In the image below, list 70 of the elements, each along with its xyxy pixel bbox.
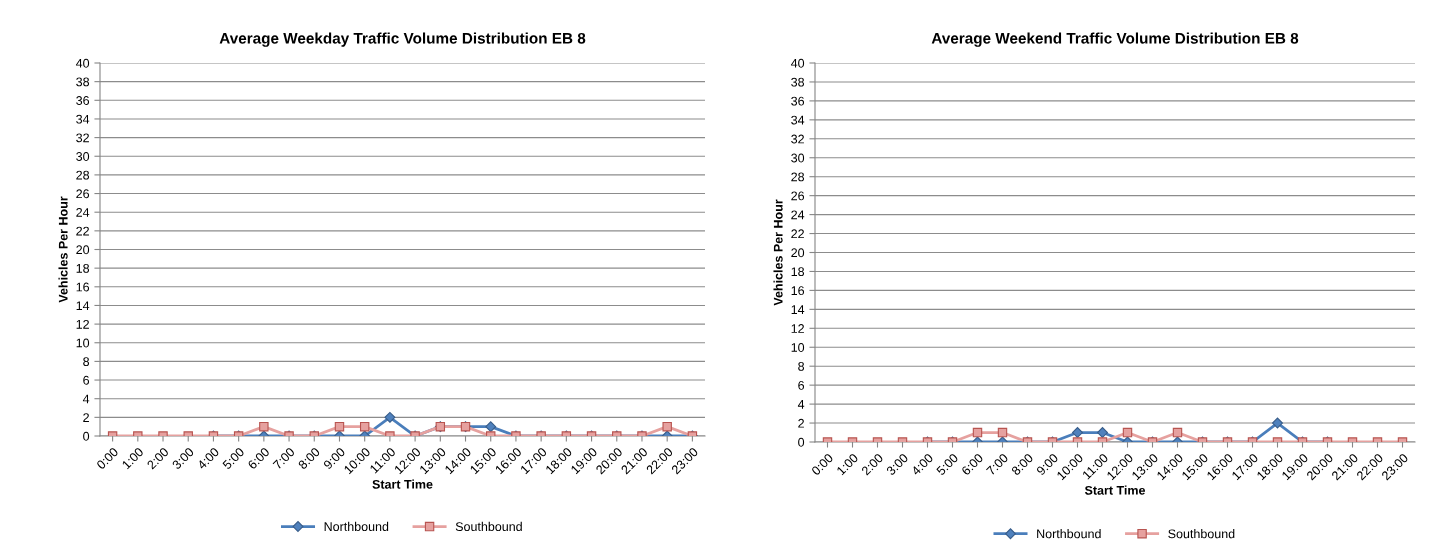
y-tick-label: 10 <box>791 343 805 352</box>
y-tick-label: 8 <box>798 362 805 371</box>
y-tick-label: 6 <box>798 380 805 390</box>
y-tick-label: 40 <box>790 58 805 68</box>
y-tick-label: 28 <box>791 172 805 182</box>
x-tick-label: 9:00 <box>1035 452 1059 476</box>
y-tick-label: 20 <box>791 248 805 258</box>
y-tick-label: 32 <box>791 134 804 144</box>
x-tick-label: 8:00 <box>297 446 321 470</box>
x-tick-label: 6:00 <box>247 446 270 470</box>
y-tick-label: 26 <box>791 191 805 201</box>
y-tick-label: 2 <box>798 418 804 428</box>
y-tick-label: 38 <box>791 77 805 87</box>
y-tick-label: 30 <box>791 153 805 163</box>
legend-label: Northbound <box>324 521 389 532</box>
y-tick-label: 0 <box>798 437 805 447</box>
y-tick-label: 2 <box>83 413 89 422</box>
y-tick-label: 18 <box>76 263 90 273</box>
y-tick-label: 36 <box>791 96 805 106</box>
y-tick-label: 8 <box>83 357 90 367</box>
y-tick-label: 38 <box>76 77 90 87</box>
chart-title: Average Weekend Traffic Volume Distribution EB 8 <box>931 32 1299 47</box>
y-tick-label: 14 <box>791 305 805 314</box>
y-tick-label: 18 <box>791 267 805 277</box>
y-tick-label: 12 <box>76 319 89 329</box>
y-tick-label: 30 <box>76 152 90 161</box>
y-axis-title: Vehicles Per Hour <box>773 199 783 306</box>
y-tick-label: 4 <box>797 400 805 409</box>
y-tick-label: 4 <box>82 394 90 404</box>
y-tick-label: 16 <box>76 282 90 292</box>
x-tick-label: 3:00 <box>171 446 195 470</box>
y-tick-label: 24 <box>76 208 90 217</box>
y-tick-label: 28 <box>76 170 90 180</box>
x-tick-label: 8:00 <box>1010 452 1034 476</box>
legend-label: Southbound <box>455 521 522 532</box>
y-tick-label: 26 <box>76 189 90 199</box>
y-axis-title: Vehicles Per Hour <box>58 196 68 303</box>
x-tick-label: 5:00 <box>935 452 959 476</box>
x-tick-label: 1:00 <box>836 452 859 476</box>
y-tick-label: 20 <box>76 245 90 255</box>
chart-title: Average Weekday Traffic Volume Distribution EB 8 <box>219 32 586 47</box>
x-tick-label: 7:00 <box>272 446 296 470</box>
y-tick-label: 40 <box>75 58 90 68</box>
x-tick-label: 7:00 <box>985 452 1009 476</box>
x-tick-label: 9:00 <box>322 446 346 470</box>
y-tick-label: 14 <box>76 301 90 310</box>
y-tick-label: 12 <box>791 324 804 333</box>
y-tick-label: 22 <box>76 226 89 236</box>
y-tick-label: 22 <box>791 229 804 239</box>
x-axis-title: Start Time <box>1084 485 1146 495</box>
y-tick-label: 6 <box>83 375 90 385</box>
y-tick-label: 34 <box>76 114 90 124</box>
legend-label: Southbound <box>1168 529 1235 539</box>
x-tick-label: 0:00 <box>95 446 119 470</box>
legend-label: Northbound <box>1037 529 1101 539</box>
y-tick-label: 16 <box>791 286 805 296</box>
y-tick-label: 10 <box>76 338 90 348</box>
y-tick-label: 34 <box>791 115 805 125</box>
x-tick-label: 5:00 <box>222 446 245 470</box>
y-tick-label: 0 <box>83 431 90 441</box>
y-tick-label: 32 <box>76 133 89 143</box>
x-tick-label: 6:00 <box>960 452 984 476</box>
x-tick-label: 4:00 <box>910 452 934 476</box>
y-tick-label: 24 <box>791 210 805 220</box>
x-tick-label: 4:00 <box>196 446 220 470</box>
x-tick-label: 0:00 <box>810 452 834 476</box>
x-tick-label: 3:00 <box>885 452 909 476</box>
x-axis-title: Start Time <box>372 479 433 489</box>
x-tick-label: 1:00 <box>121 446 144 470</box>
y-tick-label: 36 <box>76 96 90 105</box>
